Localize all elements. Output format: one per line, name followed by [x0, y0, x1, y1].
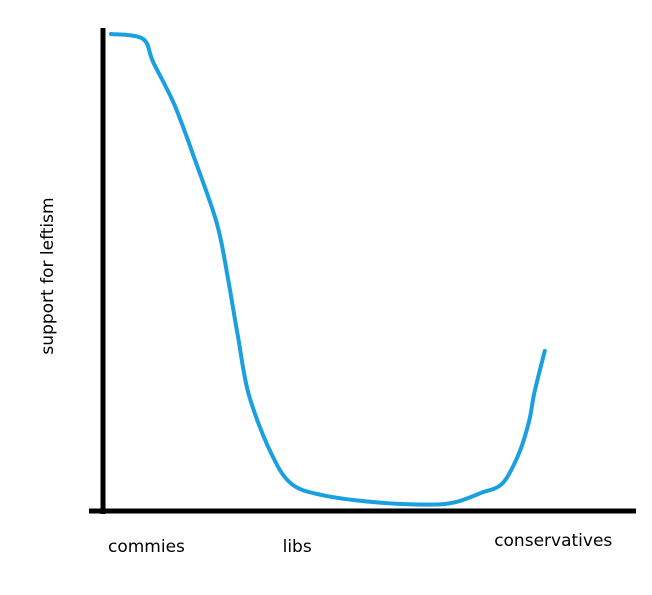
x-tick-labels: commies libs conservatives	[108, 531, 612, 557]
x-tick-label-libs: libs	[283, 537, 312, 557]
series-layer	[109, 32, 547, 507]
x-tick-label-conservatives: conservatives	[494, 531, 612, 551]
chart-axes	[89, 28, 636, 514]
series-line-0	[109, 32, 547, 507]
x-tick-label-commies: commies	[108, 537, 185, 557]
y-axis-label: support for leftism	[38, 197, 58, 354]
